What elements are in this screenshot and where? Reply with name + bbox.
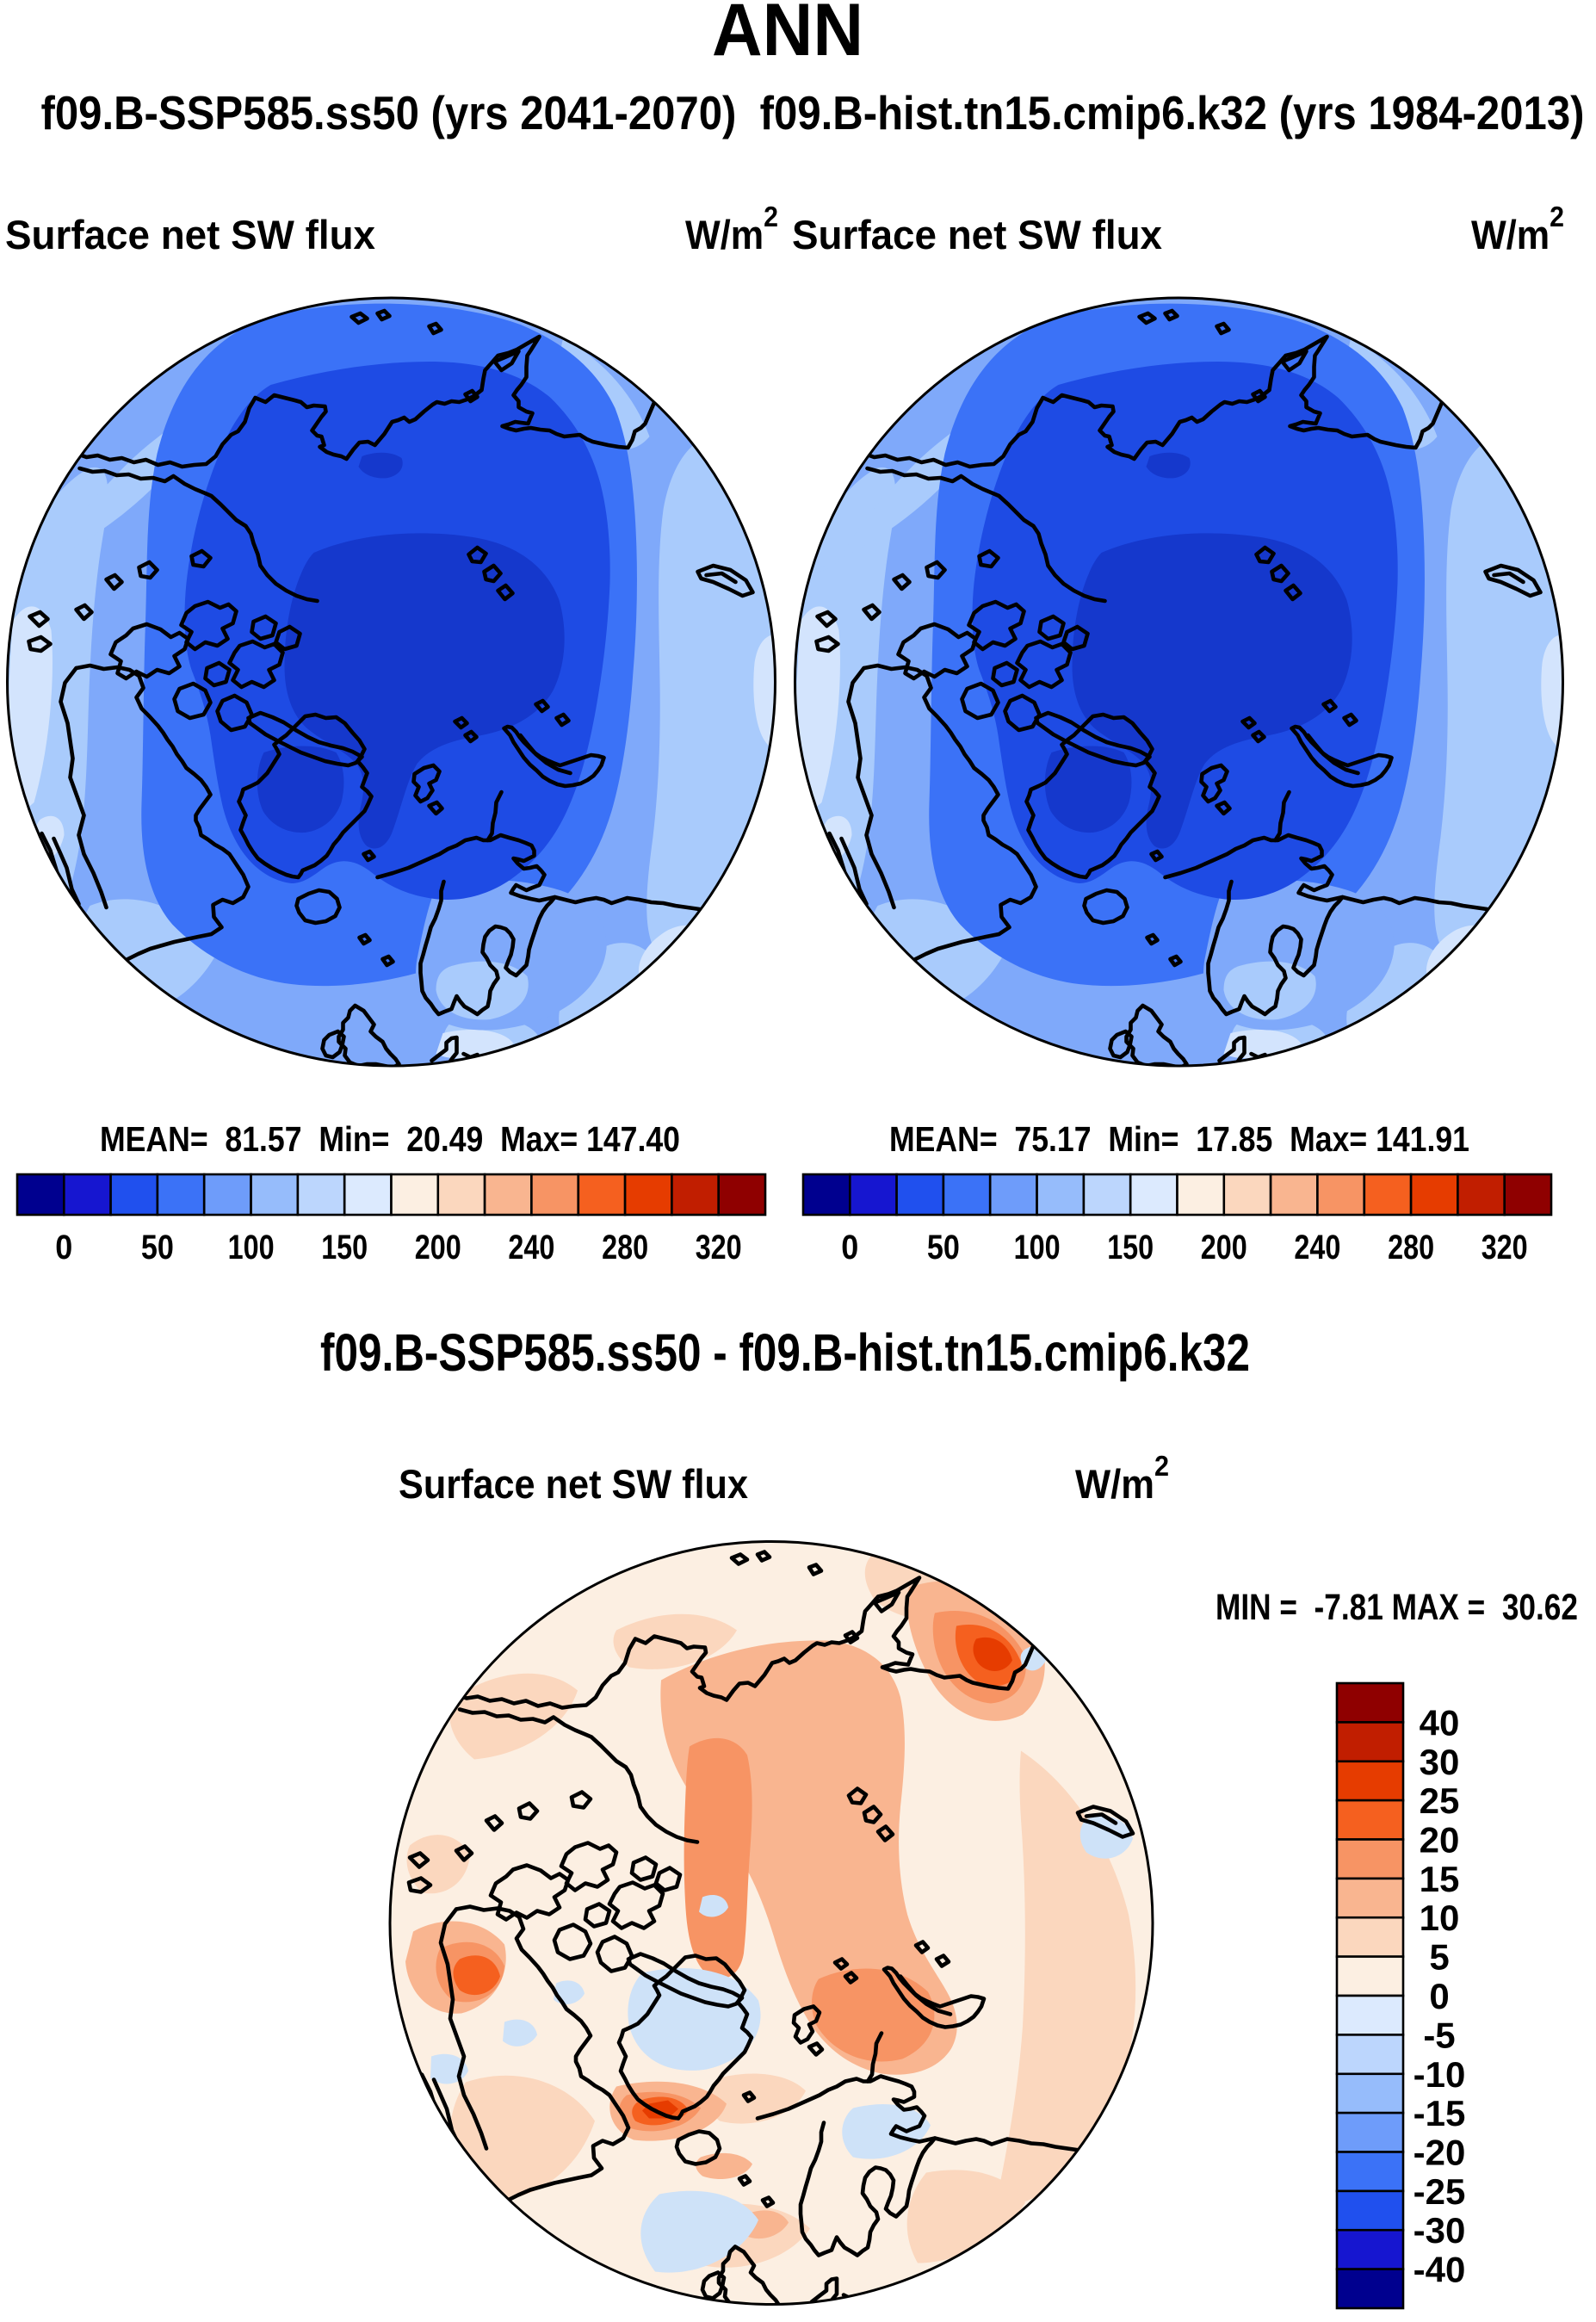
svg-text:ANN: ANN	[712, 0, 863, 71]
svg-text:0: 0	[841, 1229, 858, 1266]
svg-text:150: 150	[321, 1229, 368, 1266]
svg-text:10: 10	[1420, 1898, 1460, 1938]
svg-text:100: 100	[228, 1229, 275, 1266]
svg-text:-25: -25	[1414, 2171, 1466, 2212]
svg-text:25: 25	[1420, 1780, 1460, 1821]
svg-text:f09.B-SSP585.ss50 - f09.B-hist: f09.B-SSP585.ss50 - f09.B-hist.tn15.cmip…	[320, 1323, 1250, 1382]
svg-text:30: 30	[1420, 1742, 1460, 1782]
svg-text:20: 20	[1420, 1820, 1460, 1861]
svg-text:240: 240	[508, 1229, 554, 1266]
svg-text:5: 5	[1429, 1937, 1449, 1978]
svg-text:-15: -15	[1414, 2093, 1466, 2133]
svg-text:40: 40	[1420, 1702, 1460, 1743]
svg-text:320: 320	[696, 1229, 742, 1266]
svg-text:-30: -30	[1414, 2210, 1466, 2251]
svg-text:-40: -40	[1414, 2250, 1466, 2290]
svg-text:240: 240	[1294, 1229, 1340, 1266]
svg-text:Surface net SW flux: Surface net SW flux	[5, 212, 375, 257]
svg-text:15: 15	[1420, 1859, 1460, 1899]
svg-text:0: 0	[1429, 1976, 1449, 2016]
svg-text:280: 280	[602, 1229, 648, 1266]
svg-text:f09.B-SSP585.ss50 (yrs 2041-20: f09.B-SSP585.ss50 (yrs 2041-2070) f09.B-…	[41, 86, 1585, 139]
svg-text:-10: -10	[1414, 2054, 1466, 2095]
svg-text:MEAN= 75.17 Min= 17.85 Max: MEAN= 75.17 Min= 17.85 Max= 141.91	[889, 1119, 1469, 1159]
svg-text:MEAN= 81.57 Min= 20.49 Max: MEAN= 81.57 Min= 20.49 Max= 147.40	[100, 1119, 680, 1159]
svg-text:320: 320	[1482, 1229, 1528, 1266]
svg-text:150: 150	[1107, 1229, 1154, 1266]
svg-text:50: 50	[141, 1229, 174, 1266]
svg-text:50: 50	[927, 1229, 960, 1266]
svg-text:200: 200	[1201, 1229, 1247, 1266]
svg-text:-5: -5	[1423, 2015, 1455, 2055]
svg-text:280: 280	[1388, 1229, 1434, 1266]
svg-text:Surface net SW flux: Surface net SW flux	[792, 212, 1162, 257]
svg-text:MIN = -7.81 MAX = 30.62: MIN = -7.81 MAX = 30.62	[1216, 1587, 1578, 1628]
svg-text:Surface net SW flux: Surface net SW flux	[399, 1461, 748, 1507]
svg-text:-20: -20	[1414, 2133, 1466, 2173]
svg-text:200: 200	[415, 1229, 461, 1266]
svg-text:0: 0	[55, 1229, 72, 1266]
svg-text:100: 100	[1014, 1229, 1061, 1266]
